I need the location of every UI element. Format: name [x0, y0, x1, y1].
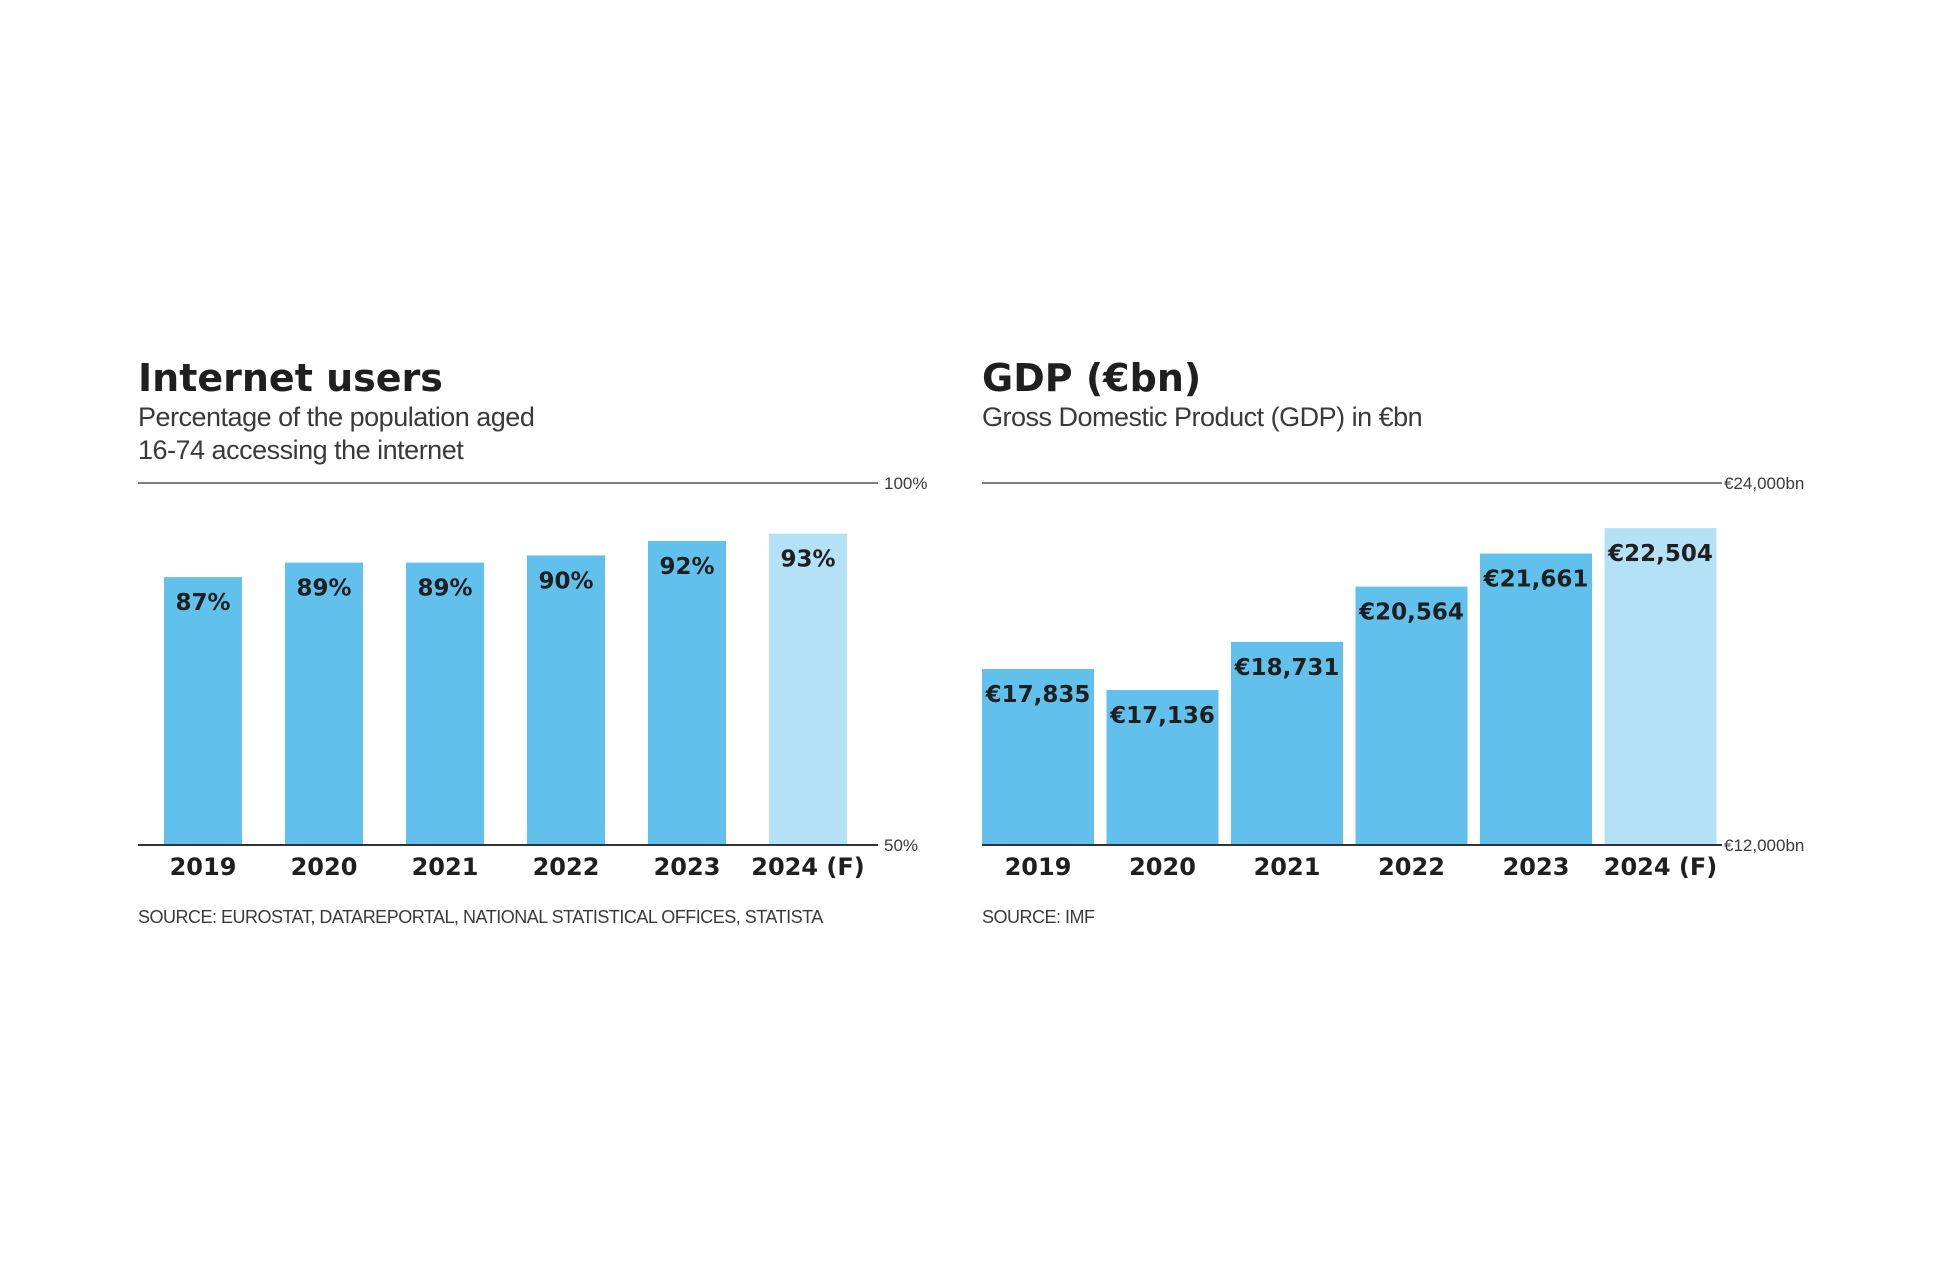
x-tick-label: 2020: [291, 853, 358, 881]
bar-2023: [648, 540, 726, 845]
chart-title: Internet users: [138, 356, 443, 400]
chart-subtitle: Gross Domestic Product (GDP) in €bn: [982, 402, 1423, 432]
y-axis-bottom-label: 50%: [884, 836, 918, 855]
bar-2021: [406, 562, 484, 845]
x-tick-label: 2024 (F): [751, 853, 864, 881]
data-label: €18,731: [1234, 655, 1340, 681]
gdp-chart: GDP (€bn) Gross Domestic Product (GDP) i…: [982, 355, 1842, 927]
bar-2023: [1480, 553, 1592, 845]
bar-2024F: [769, 533, 847, 845]
x-tick-label: 2020: [1129, 853, 1196, 881]
bar-2024F: [1604, 528, 1717, 845]
internet-users-chart: Internet users Percentage of the populat…: [138, 355, 948, 927]
x-tick-label: 2021: [412, 853, 479, 881]
x-tick-label: 2024 (F): [1604, 853, 1717, 881]
x-tick-label: 2023: [1503, 853, 1570, 881]
y-axis-bottom-label: €12,000bn: [1724, 836, 1804, 855]
data-label: 89%: [417, 576, 472, 602]
y-axis-top-label: 100%: [884, 474, 927, 493]
x-tick-label: 2021: [1254, 853, 1321, 881]
data-label: €17,835: [985, 682, 1091, 708]
data-label: 87%: [175, 590, 230, 616]
bar-2019: [164, 577, 242, 845]
gdp-plot: €17,835 2019 €17,136 2020 €18,731 2021 €20,564…: [982, 474, 1804, 881]
chart-subtitle: Percentage of the population aged 16-74 …: [138, 402, 535, 465]
chart-source: SOURCE: EUROSTAT, DATAREPORTAL, NATIONAL…: [138, 907, 823, 927]
data-label: €20,564: [1358, 600, 1464, 626]
data-label: 90%: [538, 568, 593, 594]
data-label: 92%: [659, 554, 714, 580]
data-label: €22,504: [1607, 541, 1713, 567]
bar-2020: [1106, 690, 1219, 845]
bar-2020: [285, 562, 363, 845]
chart-title: GDP (€bn): [982, 356, 1202, 400]
x-tick-label: 2022: [533, 853, 600, 881]
x-tick-label: 2022: [1378, 853, 1445, 881]
bar-2022: [527, 555, 605, 845]
data-label: 93%: [780, 547, 835, 573]
internet-users-plot: 87% 2019 89% 2020 89% 2021 90% 2022 92% 2023 93% 20…: [138, 474, 927, 881]
bar-2022: [1355, 586, 1468, 845]
x-tick-label: 2019: [170, 853, 237, 881]
chart-source: SOURCE: IMF: [982, 907, 1095, 927]
x-tick-label: 2023: [654, 853, 721, 881]
y-axis-top-label: €24,000bn: [1724, 474, 1804, 493]
data-label: €21,661: [1483, 567, 1589, 593]
data-label: €17,136: [1109, 703, 1215, 729]
bar-2019: [982, 668, 1094, 845]
data-label: 89%: [296, 576, 351, 602]
bar-2021: [1231, 641, 1343, 845]
x-tick-label: 2019: [1005, 853, 1072, 881]
